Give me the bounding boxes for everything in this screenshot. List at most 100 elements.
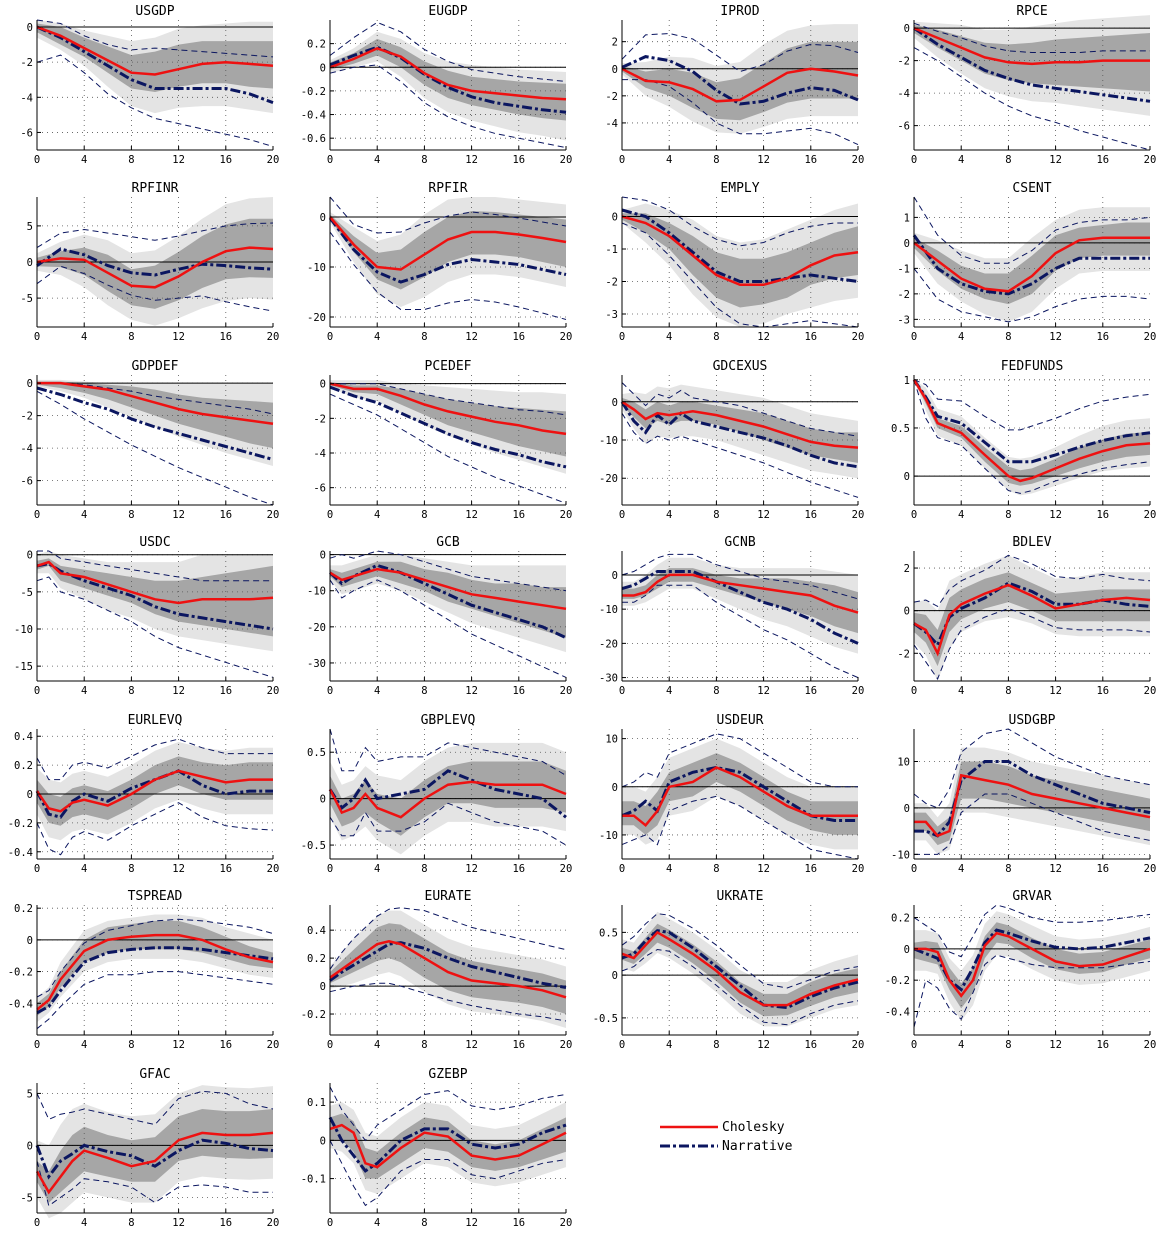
- x-tick-label: 8: [713, 509, 719, 521]
- x-tick-label: 8: [1005, 509, 1011, 521]
- x-tick-label: 16: [512, 509, 525, 521]
- narrative-lower-bound: [36, 576, 274, 678]
- x-tick-label: 20: [852, 509, 865, 521]
- panel-title: GBPLEVQ: [421, 713, 476, 728]
- x-tick-label: 16: [1096, 863, 1109, 875]
- narrative-line: [329, 385, 567, 469]
- legend-cholesky-label: Cholesky: [722, 1120, 785, 1135]
- x-tick-label: 0: [327, 509, 333, 521]
- panel-eurate: 0.4 0.2 0 -0.2 0 4 8 12 16 20 EURATE: [301, 889, 573, 1051]
- inner-confidence-band: [914, 379, 1150, 486]
- x-tick-label: 4: [958, 863, 964, 875]
- cholesky-line: [329, 940, 567, 999]
- narrative-lower-bound: [329, 1140, 567, 1207]
- panel-title: USDC: [139, 535, 170, 550]
- panel-title: GDCEXUS: [713, 359, 768, 374]
- inner-confidence-band: [330, 38, 566, 121]
- x-tick-label: 12: [1049, 331, 1062, 343]
- y-tick-label: -4: [897, 88, 910, 100]
- x-tick-label: 4: [81, 1039, 87, 1051]
- x-tick-label: 0: [911, 331, 917, 343]
- narrative-lower-bound: [913, 954, 1151, 1028]
- narrative-lower-bound: [329, 64, 567, 149]
- narrative-lower-bound: [914, 793, 1151, 855]
- panel-title: USGDP: [135, 4, 174, 19]
- x-tick-label: 16: [1096, 685, 1109, 697]
- narrative-upper-bound: [913, 22, 1150, 53]
- cholesky-line: [36, 25, 274, 76]
- y-tick-label: 0: [904, 606, 910, 618]
- inner-confidence-band: [622, 753, 858, 835]
- x-tick-label: 20: [1144, 509, 1157, 521]
- y-tick-label: 0: [320, 212, 326, 224]
- y-tick-label: -0.2: [8, 818, 33, 830]
- narrative-line: [621, 929, 859, 1010]
- y-tick-label: 0.2: [307, 39, 326, 51]
- cholesky-line: [621, 400, 859, 449]
- y-tick-label: 0: [27, 550, 33, 562]
- y-tick-label: -0.5: [593, 1013, 618, 1025]
- x-tick-label: 8: [713, 863, 719, 875]
- x-tick-label: 8: [713, 154, 719, 166]
- x-tick-label: 12: [1049, 863, 1062, 875]
- y-tick-label: 0: [320, 981, 326, 993]
- x-tick-label: 12: [172, 331, 185, 343]
- x-tick-label: 8: [421, 1039, 427, 1051]
- y-tick-label: 0: [320, 550, 326, 562]
- x-tick-label: 4: [958, 685, 964, 697]
- x-tick-label: 16: [512, 1217, 525, 1229]
- y-tick-label: -0.2: [301, 86, 326, 98]
- narrative-upper-bound: [913, 554, 1151, 608]
- y-tick-label: -10: [307, 586, 326, 598]
- narrative-lower-bound: [329, 982, 567, 1022]
- y-tick-label: 1: [904, 212, 910, 224]
- narrative-line: [620, 401, 859, 469]
- panel-title: GRVAR: [1012, 889, 1051, 904]
- x-tick-label: 8: [1005, 685, 1011, 697]
- y-tick-label: -20: [307, 312, 326, 324]
- y-tick-label: 0: [320, 1135, 326, 1147]
- x-tick-label: 12: [172, 509, 185, 521]
- y-tick-label: -2: [897, 648, 910, 660]
- panel-rpce: 0 -2 -4 -6 0 4 8 12 16 20 RPCE: [897, 4, 1156, 166]
- narrative-upper-bound: [913, 196, 1151, 264]
- x-tick-label: 12: [757, 154, 770, 166]
- x-tick-label: 20: [560, 863, 573, 875]
- panel-title: RPCE: [1016, 4, 1047, 19]
- x-tick-label: 0: [911, 154, 917, 166]
- x-tick-label: 8: [421, 154, 427, 166]
- x-tick-label: 0: [34, 1039, 40, 1051]
- cholesky-line: [329, 216, 567, 271]
- y-tick-label: 0: [320, 62, 326, 74]
- y-tick-label: 0: [904, 238, 910, 250]
- panel-usgdp: 0 -2 -4 -6 0 4 8 12 16 20 USGDP: [20, 4, 279, 166]
- cholesky-line: [622, 573, 859, 614]
- x-tick-label: 8: [128, 863, 134, 875]
- narrative-line: [329, 941, 567, 989]
- x-tick-label: 16: [219, 685, 232, 697]
- y-tick-label: 0.2: [307, 953, 326, 965]
- narrative-lower-bound: [621, 795, 859, 860]
- panel-title: EURATE: [425, 889, 472, 904]
- inner-confidence-band: [37, 1109, 273, 1203]
- x-tick-label: 4: [81, 509, 87, 521]
- x-tick-label: 16: [512, 863, 525, 875]
- narrative-line: [913, 928, 1151, 992]
- cholesky-line: [621, 215, 859, 287]
- x-tick-label: 0: [34, 863, 40, 875]
- cholesky-line: [37, 381, 274, 426]
- x-tick-label: 20: [852, 154, 865, 166]
- narrative-upper-bound: [913, 904, 1151, 958]
- x-tick-label: 8: [421, 1217, 427, 1229]
- x-tick-label: 8: [128, 1039, 134, 1051]
- y-tick-label: 0: [612, 970, 618, 982]
- y-tick-label: -6: [20, 476, 33, 488]
- narrative-lower-bound: [913, 607, 1151, 680]
- x-tick-label: 8: [128, 154, 134, 166]
- panel-title: FEDFUNDS: [1001, 359, 1064, 374]
- y-tick-label: 1: [904, 375, 910, 387]
- cholesky-line: [329, 567, 567, 611]
- narrative-line: [328, 217, 567, 284]
